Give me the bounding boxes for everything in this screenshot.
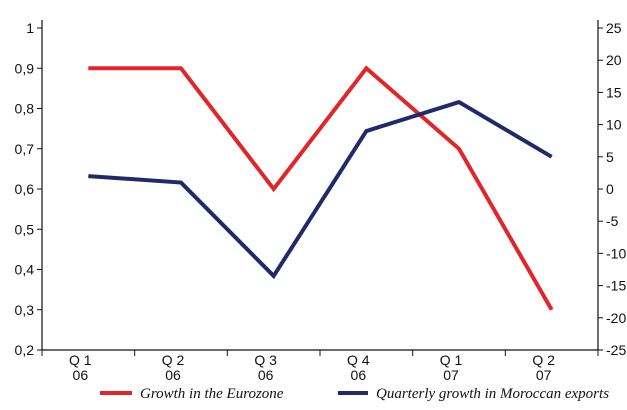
left-tick-label: 1 [26,20,34,36]
left-tick-label: 0,2 [15,342,35,358]
series-lines [88,65,554,311]
series-line-2 [88,99,553,280]
left-tick-label: 0,3 [15,302,35,318]
x-tick-label-quarter: Q 2 [532,352,555,368]
x-tick-label-year: 06 [73,367,89,383]
left-tick-label: 0,6 [15,181,35,197]
legend: Growth in the Eurozone Quarterly growth i… [100,386,609,402]
right-tick-label: 10 [606,117,622,133]
left-tick-label: 0,8 [15,101,35,117]
legend-label-1: Growth in the Eurozone [140,386,284,402]
x-tick-label-quarter: Q 4 [347,352,370,368]
series-line-1 [88,65,554,311]
x-tick-label-year: 06 [258,367,274,383]
x-tick-label-quarter: Q 2 [162,352,185,368]
right-tick-label: 15 [606,84,622,100]
right-tick-label: 5 [606,149,614,165]
x-tick-label-year: 07 [443,367,459,383]
x-tick-label-quarter: Q 3 [254,352,277,368]
x-tick-label-year: 06 [165,367,181,383]
right-tick-label: -10 [606,245,626,261]
left-tick-label: 0,5 [15,221,35,237]
x-tick-label-year: 07 [536,367,552,383]
right-tick-label: -5 [606,213,619,229]
right-tick-label: -20 [606,310,626,326]
axes: 0,2 0,3 0,4 0,5 0,6 0,7 0,8 0,9 1 -25 -20 -15 -10 -5 0… [15,20,626,383]
x-tick-label-quarter: Q 1 [440,352,463,368]
right-tick-label: 0 [606,181,614,197]
right-tick-label: -25 [606,342,626,358]
x-tick-label-quarter: Q 1 [69,352,92,368]
right-tick-label: 25 [606,20,622,36]
left-tick-label: 0,7 [15,141,35,157]
right-tick-label: -15 [606,278,626,294]
x-tick-label-year: 06 [351,367,367,383]
legend-label-2: Quarterly growth in Moroccan exports [376,386,609,402]
left-tick-label: 0,9 [15,60,35,76]
left-tick-label: 0,4 [15,262,35,278]
right-tick-label: 20 [606,52,622,68]
